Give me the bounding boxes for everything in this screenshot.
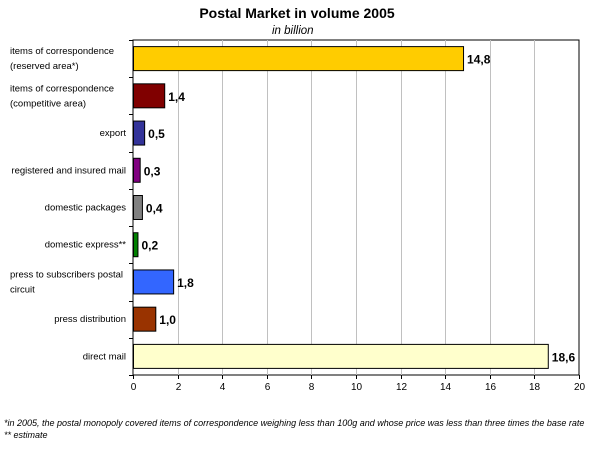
category-label: domestic packages — [45, 203, 127, 214]
category-label: items of correspondence — [10, 83, 114, 94]
bar — [133, 83, 166, 109]
x-tick-label: 16 — [485, 382, 497, 393]
bar — [133, 120, 146, 146]
category-label: press distribution — [54, 314, 126, 325]
value-label: 1,4 — [168, 90, 185, 104]
value-label: 1,0 — [159, 313, 176, 327]
bar — [133, 157, 141, 183]
bar — [133, 269, 175, 295]
x-tick-label: 0 — [131, 382, 137, 393]
value-label: 1,8 — [177, 276, 194, 290]
category-label: circuit — [10, 284, 35, 295]
value-label: 14,8 — [467, 53, 491, 67]
value-label: 0,3 — [144, 164, 161, 178]
category-label: press to subscribers postal — [10, 269, 123, 280]
x-tick-label: 20 — [574, 382, 586, 393]
x-tick-label: 6 — [265, 382, 271, 393]
chart-subtitle: in billion — [272, 25, 314, 37]
bar — [133, 306, 157, 332]
category-label: registered and insured mail — [11, 165, 126, 176]
value-label: 0,4 — [146, 202, 163, 216]
bar — [133, 195, 143, 220]
footnote-monopoly: *in 2005, the postal monopoly covered it… — [4, 418, 585, 428]
x-tick-label: 14 — [440, 382, 452, 393]
category-label: (competitive area) — [10, 98, 86, 109]
footnotes: *in 2005, the postal monopoly covered it… — [4, 417, 590, 441]
category-label: (reserved area*) — [10, 61, 79, 72]
footnote-estimate: ** estimate — [4, 430, 48, 440]
value-label: 0,2 — [141, 239, 158, 253]
bar — [133, 232, 139, 258]
category-label: domestic express** — [45, 240, 127, 251]
x-tick-label: 18 — [529, 382, 541, 393]
x-tick-label: 2 — [176, 382, 182, 393]
category-label: items of correspondence — [10, 46, 114, 57]
bar-chart: 0 2 4 6 8 10 12 14 16 18 20 14,8 items of correspond… — [10, 39, 586, 393]
x-tick-label: 4 — [220, 382, 226, 393]
x-tick-label: 8 — [309, 382, 315, 393]
x-tick-label: 10 — [351, 382, 363, 393]
category-label: direct mail — [83, 351, 126, 362]
bar — [133, 46, 465, 72]
value-label: 0,5 — [148, 127, 165, 141]
bar — [133, 343, 549, 369]
x-tick-label: 12 — [396, 382, 408, 393]
value-label: 18,6 — [552, 350, 576, 364]
chart-title: Postal Market in volume 2005 — [199, 5, 395, 21]
category-label: export — [100, 128, 127, 139]
